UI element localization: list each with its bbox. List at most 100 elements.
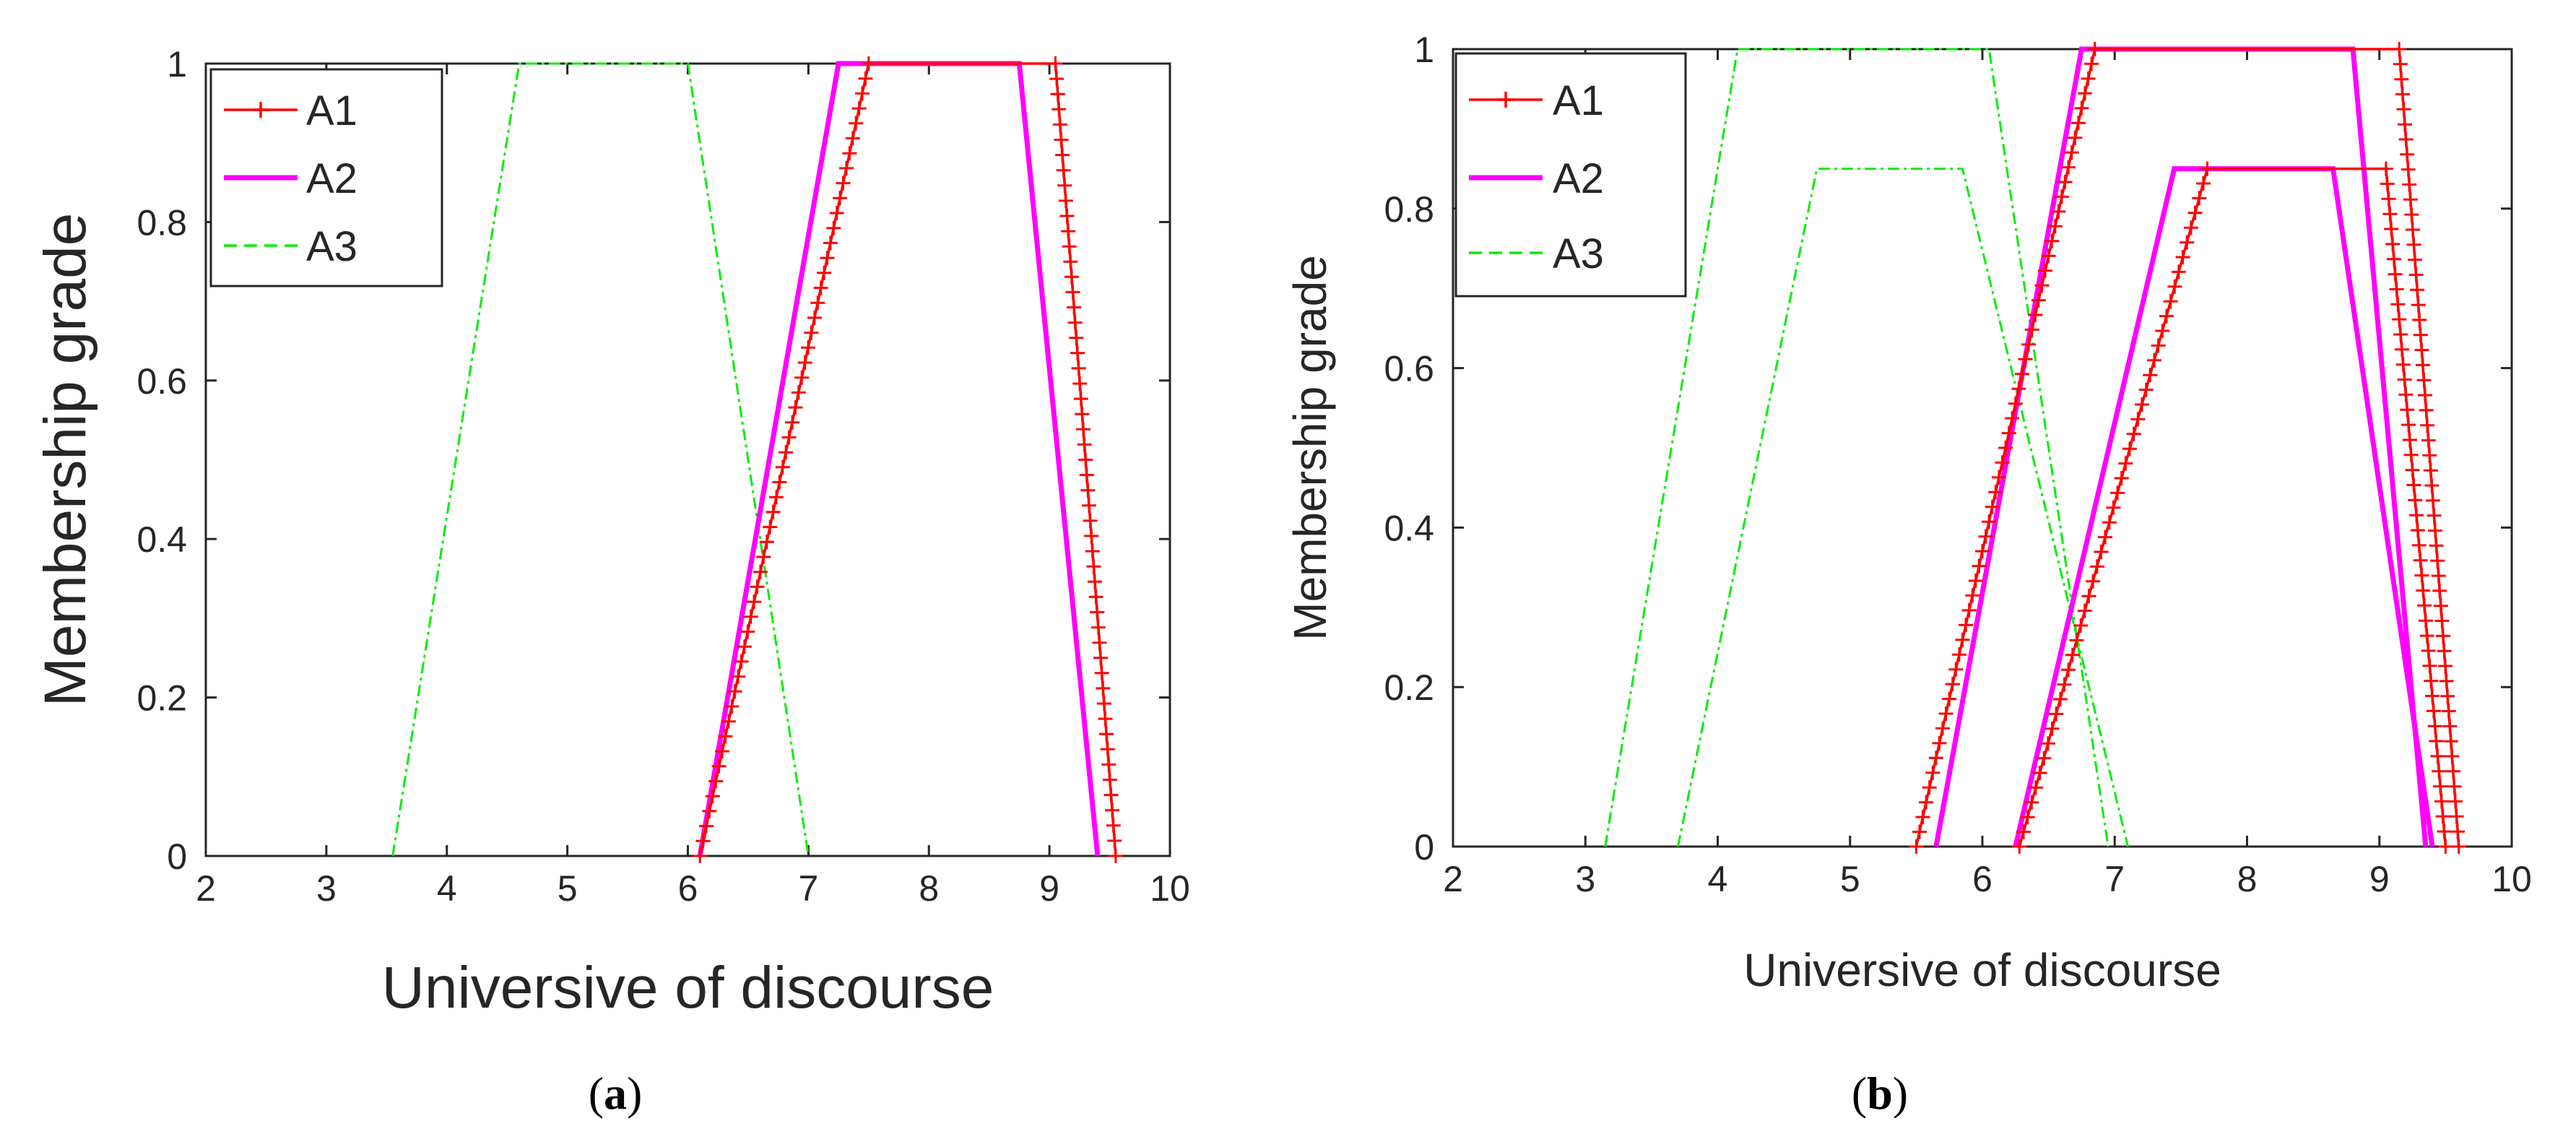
series-marker-a1: [1063, 254, 1078, 269]
series-marker-a1: [1942, 691, 1957, 706]
y-tick-label: 0.8: [136, 202, 187, 243]
series-marker-a1: [2409, 508, 2424, 523]
series-marker-a1: [1065, 285, 1080, 300]
y-tick-label: 0.6: [1384, 349, 1434, 389]
series-marker-a1: [1096, 696, 1111, 711]
x-tick-label: 5: [1840, 859, 1860, 899]
series-marker-a1: [1105, 803, 1120, 818]
series-marker-a1: [1972, 558, 1987, 574]
series-marker-a1: [2415, 358, 2430, 373]
series-marker-a1: [2433, 598, 2448, 613]
x-tick-label: 3: [316, 868, 337, 909]
series-marker-a1: [1107, 833, 1122, 848]
series-marker-a1: [2390, 297, 2406, 312]
series-marker-a1: [1059, 209, 1075, 223]
series-marker-a1: [1086, 559, 1101, 574]
series-marker-a1: [2130, 412, 2146, 427]
series-marker-a1: [2411, 298, 2426, 313]
series-marker-a1: [2098, 529, 2113, 545]
legend-label-a1: A1: [1553, 77, 1604, 124]
y-tick-label: 1: [167, 44, 187, 85]
series-marker-a1: [2051, 204, 2066, 219]
series-marker-a1: [2114, 471, 2129, 485]
series-marker-a1: [2416, 373, 2432, 388]
x-axis-label: Universive of discourse: [382, 955, 994, 1021]
series-marker-a1: [2432, 764, 2447, 779]
series-marker-a1: [2077, 603, 2092, 618]
series-marker-a1: [2392, 42, 2407, 56]
series-marker-a1: [708, 774, 724, 789]
series-marker-a1: [718, 729, 733, 744]
panel-letter: a: [604, 1068, 627, 1119]
series-marker-a1: [1073, 392, 1088, 407]
series-marker-a1: [1049, 72, 1064, 87]
series-marker-a1: [2406, 237, 2421, 252]
series-marker-a1: [2410, 282, 2425, 298]
series-marker-a1: [1108, 849, 1123, 863]
series-marker-a1: [2057, 677, 2072, 692]
series-marker-a1: [833, 191, 848, 206]
series-marker-a1: [794, 370, 810, 385]
series-marker-a1: [2069, 633, 2084, 648]
series-marker-a1: [2032, 766, 2047, 780]
series-marker-a1: [715, 744, 729, 759]
series-marker-a1: [1054, 132, 1069, 147]
series-marker-a1: [1961, 602, 1977, 618]
x-tick-label: 9: [1039, 868, 1059, 909]
series-marker-a1: [2378, 161, 2393, 176]
x-axis-label: Universive of discourse: [1743, 944, 2221, 996]
series-marker-a1: [2061, 662, 2076, 678]
series-marker-a1: [2427, 719, 2442, 734]
series-marker-a1: [2434, 794, 2449, 809]
series-marker-a1: [2440, 688, 2455, 704]
series-marker-a1: [2424, 673, 2439, 688]
series-marker-a1: [1085, 544, 1100, 559]
series-marker-a1: [2028, 308, 2043, 322]
series-marker-a1: [1051, 102, 1067, 117]
series-marker-a1: [2065, 647, 2080, 662]
series-marker-a1: [2064, 145, 2079, 160]
series-marker-a1: [2081, 589, 2096, 604]
series-marker-a1: [2052, 692, 2068, 706]
series-marker-a1: [1056, 163, 1071, 178]
series-marker-a1: [772, 475, 787, 490]
series-marker-a1: [1048, 56, 1063, 71]
series-marker-a1: [705, 789, 720, 804]
x-tick-label: 6: [1972, 859, 1992, 899]
series-marker-a1: [1955, 632, 1970, 647]
y-tick-label: 0.4: [136, 519, 187, 560]
legend-label-a2: A2: [306, 155, 357, 202]
y-tick-label: 0.6: [136, 361, 187, 402]
series-marker-a1: [1096, 680, 1111, 696]
series-marker-a1: [2384, 222, 2399, 236]
series-marker-a1: [2423, 463, 2438, 478]
series-marker-a1: [2382, 207, 2398, 222]
series-marker-a1: [2049, 706, 2064, 722]
series-marker-a1: [1090, 605, 1105, 620]
series-marker-a1: [1067, 315, 1083, 330]
series-marker-a1: [1078, 452, 1093, 467]
series-marker-a1: [2021, 337, 2037, 352]
series-marker-a1: [756, 550, 771, 564]
series-marker-a1: [1998, 441, 2013, 455]
series-marker-a1: [810, 295, 825, 311]
legend-label-a3: A3: [306, 223, 357, 270]
series-marker-a1: [2110, 485, 2125, 501]
series-marker-a1: [1094, 665, 1109, 680]
series-marker-a1: [2187, 205, 2203, 220]
series-marker-a1: [2047, 219, 2063, 234]
series-marker-a1: [1985, 499, 2000, 514]
series-marker-a1: [2441, 704, 2456, 719]
series-marker-a1: [2419, 402, 2434, 418]
series-marker-a1: [2429, 734, 2444, 748]
series-marker-a1: [2425, 493, 2440, 508]
series-marker-a1: [2414, 568, 2429, 583]
x-tick-label: 7: [2104, 859, 2125, 899]
series-marker-a1: [2445, 749, 2460, 764]
series-marker-a1: [2400, 402, 2415, 418]
series-marker-a1: [2439, 673, 2454, 688]
series-marker-a1: [1945, 677, 1960, 692]
series-marker-a1: [2183, 220, 2198, 235]
series-marker-a1: [2451, 839, 2466, 854]
